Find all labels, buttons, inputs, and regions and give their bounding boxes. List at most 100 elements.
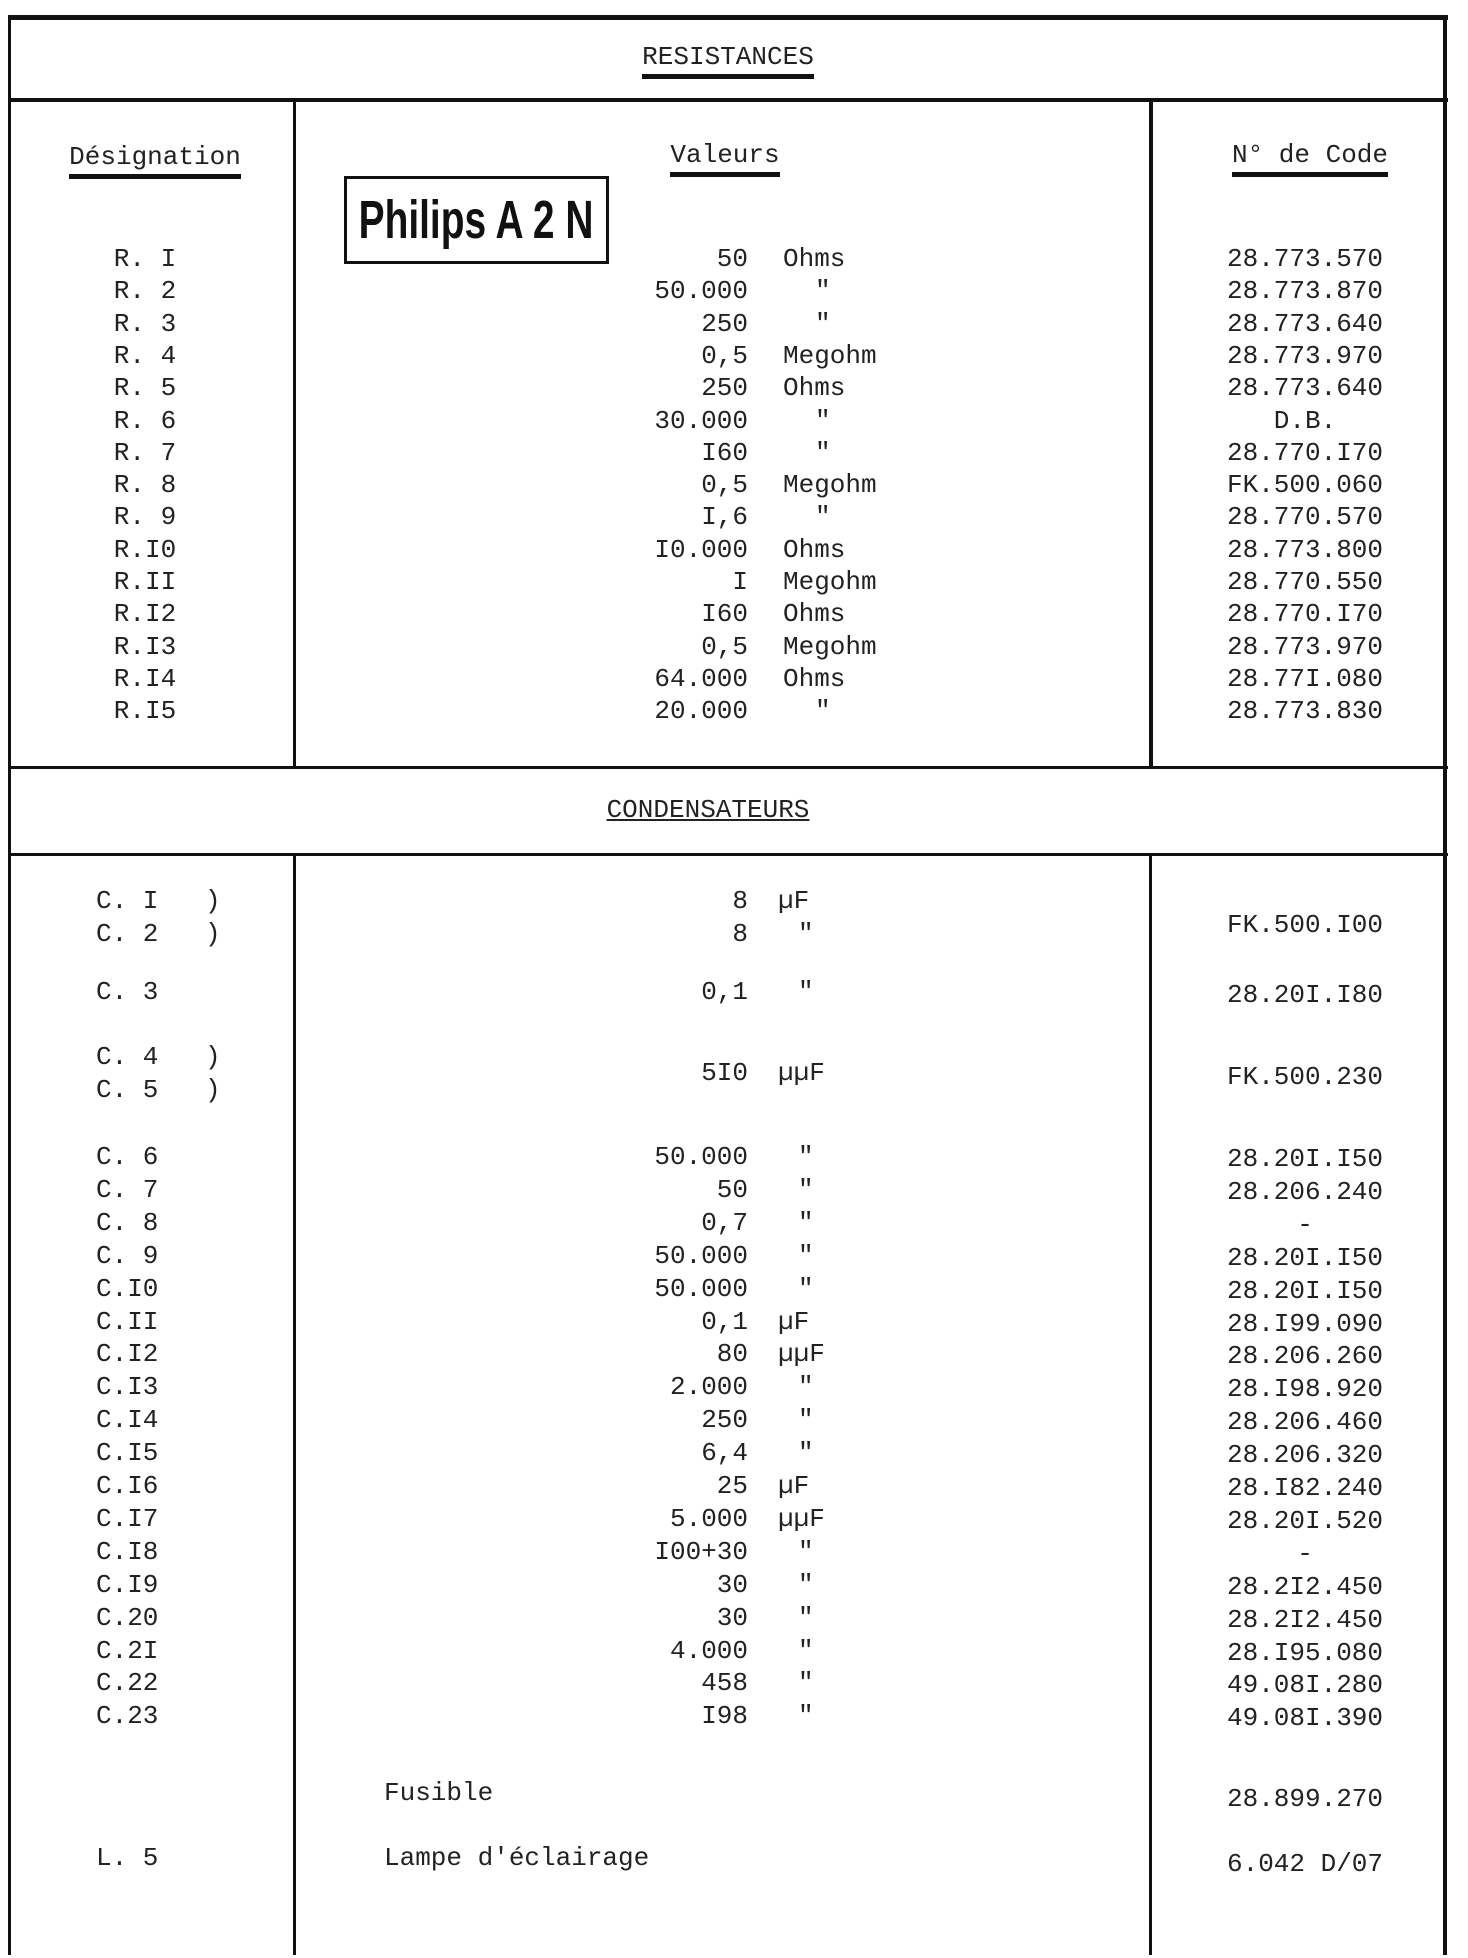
value-cell: 8 xyxy=(732,919,748,949)
unit-cell: " xyxy=(798,977,814,1007)
designation-cell: C.I2 xyxy=(96,1339,159,1370)
code-cell: 28.773.570 xyxy=(1226,244,1384,274)
value-cell: 50.000 xyxy=(654,1240,748,1271)
unit-cell: " xyxy=(798,1668,814,1699)
value-cell: I xyxy=(732,567,748,597)
value-cell: I60 xyxy=(701,599,748,630)
code-cell: 28.206.460 xyxy=(1226,1407,1384,1438)
code-cell: 28.I98.920 xyxy=(1226,1374,1384,1405)
item-label: Lampe d'éclairage xyxy=(384,1843,650,1873)
unit-cell: Ohms xyxy=(783,534,846,565)
designation-cell: C.I6 xyxy=(96,1471,159,1501)
designation-cell: C. 5 xyxy=(96,1075,159,1105)
unit-cell: µµF xyxy=(778,1339,825,1370)
value-cell: 25 xyxy=(716,1471,748,1501)
unit-cell: µF xyxy=(778,1306,810,1337)
designation-cell: R.I3 xyxy=(113,631,177,662)
group-brace: ) xyxy=(205,919,221,949)
code-cell: 28.206.320 xyxy=(1226,1440,1384,1471)
code-cell: 28.899.270 xyxy=(1226,1784,1384,1814)
designation-cell: R. 2 xyxy=(113,276,177,307)
designation-cell: C.20 xyxy=(96,1602,159,1633)
unit-cell: " xyxy=(798,1701,814,1732)
code-cell: 28.2I2.450 xyxy=(1226,1604,1384,1635)
unit-cell: " xyxy=(798,1438,814,1469)
unit-cell: Megohm xyxy=(783,567,877,597)
top-border xyxy=(8,15,1448,20)
column-divider-4 xyxy=(1149,855,1152,1955)
unit-cell: Megohm xyxy=(783,631,877,662)
unit-cell: Megohm xyxy=(783,470,877,501)
designation-cell: R. 9 xyxy=(113,502,177,533)
value-cell: I,6 xyxy=(701,502,748,533)
code-cell: 28.2I2.450 xyxy=(1226,1571,1384,1602)
designation-cell: R. 5 xyxy=(113,373,177,404)
unit-cell: " xyxy=(815,696,831,727)
code-cell: 28.I95.080 xyxy=(1226,1637,1384,1668)
value-cell: 2.000 xyxy=(669,1372,748,1403)
code-cell: 28.77I.080 xyxy=(1226,663,1384,694)
value-cell: 50.000 xyxy=(654,276,748,307)
value-cell: 50.000 xyxy=(654,1273,748,1304)
code-cell: - xyxy=(1297,1209,1313,1240)
designation-cell: C. 7 xyxy=(96,1174,159,1205)
value-cell: 30.000 xyxy=(654,405,748,436)
designation-cell: R. 7 xyxy=(113,437,177,468)
column-divider-3 xyxy=(293,855,296,1955)
code-cell: D.B. xyxy=(1273,405,1337,436)
value-cell: 250 xyxy=(701,308,748,339)
designation-cell: C.22 xyxy=(96,1668,159,1699)
unit-cell: " xyxy=(815,437,831,468)
designation-cell: R.I2 xyxy=(113,599,177,630)
condensateurs-header-divider xyxy=(8,853,1448,856)
designation-cell: C.II xyxy=(96,1306,159,1337)
column-divider-2 xyxy=(1149,100,1153,768)
unit-cell: " xyxy=(798,1635,814,1666)
designation-cell: C.I0 xyxy=(96,1273,159,1304)
unit-cell: Ohms xyxy=(783,244,846,274)
item-label: Fusible xyxy=(384,1778,494,1808)
condensateurs-title-wrap: CONDENSATEURS xyxy=(0,795,1416,825)
code-cell: 6.042 D/07 xyxy=(1226,1849,1384,1879)
unit-cell: µµF xyxy=(778,1503,825,1534)
value-cell: 0,1 xyxy=(701,1306,748,1337)
unit-cell: " xyxy=(798,1372,814,1403)
unit-cell: " xyxy=(815,308,831,339)
code-cell: 28.20I.I80 xyxy=(1226,980,1384,1010)
designation-cell: R.I5 xyxy=(113,696,177,727)
code-cell: 28.770.570 xyxy=(1226,502,1384,533)
model-label: Philips A 2 N xyxy=(359,190,594,250)
code-cell: 28.I82.240 xyxy=(1226,1473,1384,1503)
unit-cell: µµF xyxy=(778,1058,825,1088)
value-cell: 80 xyxy=(716,1339,748,1370)
value-cell: 8 xyxy=(732,886,748,916)
unit-cell: " xyxy=(798,1569,814,1600)
unit-cell: " xyxy=(798,1207,814,1238)
code-cell: 28.773.640 xyxy=(1226,373,1384,404)
value-cell: 30 xyxy=(716,1602,748,1633)
value-cell: 250 xyxy=(701,373,748,404)
value-cell: I60 xyxy=(701,437,748,468)
code-cell: 28.770.I70 xyxy=(1226,599,1384,630)
designation-cell: C. 2 xyxy=(96,919,159,949)
valeurs-header: Valeurs xyxy=(670,140,780,177)
group-brace: ) xyxy=(205,1075,221,1105)
code-cell: 28.773.640 xyxy=(1226,308,1384,339)
unit-cell: " xyxy=(815,276,831,307)
designation-cell: C.23 xyxy=(96,1701,159,1732)
designation-cell: C.I7 xyxy=(96,1503,159,1534)
designation-cell: C. 4 xyxy=(96,1042,159,1072)
value-cell: 0,1 xyxy=(701,977,748,1007)
code-cell: 28.773.800 xyxy=(1226,534,1384,565)
value-cell: 458 xyxy=(701,1668,748,1699)
designation-cell: C. 3 xyxy=(96,977,159,1007)
group-brace: ) xyxy=(205,886,221,916)
designation-header: Désignation xyxy=(69,142,241,179)
resistances-title-wrap: RESISTANCES xyxy=(0,42,1456,79)
value-cell: 0,5 xyxy=(701,631,748,662)
designation-cell: R. I xyxy=(113,244,177,274)
code-cell: 28.773.870 xyxy=(1226,276,1384,307)
designation-cell: C. I xyxy=(96,886,159,916)
unit-cell: " xyxy=(798,1174,814,1205)
model-label-box: Philips A 2 N xyxy=(344,176,609,264)
